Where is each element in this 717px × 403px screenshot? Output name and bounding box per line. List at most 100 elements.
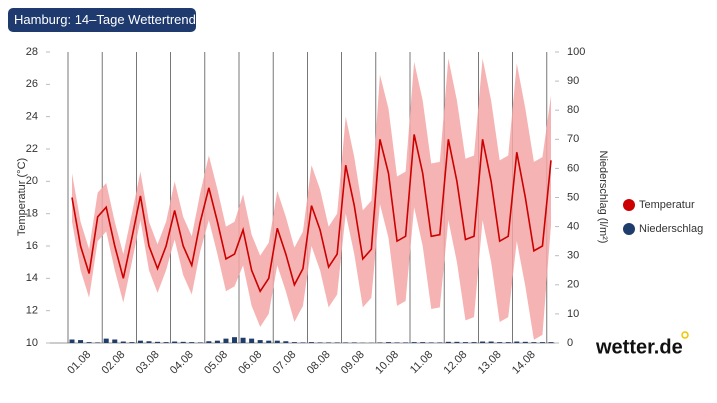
y2-tick-label: 0 bbox=[567, 337, 573, 349]
y-tick-label: 14 bbox=[26, 272, 38, 284]
temperature-line bbox=[71, 134, 552, 293]
precip-bar bbox=[317, 342, 323, 343]
y2-axis-label: Niederschlag (l/m²) bbox=[597, 151, 609, 244]
y2-tick-label: 50 bbox=[567, 191, 579, 203]
precip-bar bbox=[428, 342, 434, 343]
y-tick-label: 18 bbox=[26, 208, 38, 220]
precip-bar bbox=[539, 342, 545, 343]
y-tick-label: 28 bbox=[26, 46, 38, 58]
precip-bar bbox=[497, 342, 503, 343]
precip-bar bbox=[103, 338, 109, 343]
logo-dot bbox=[681, 331, 689, 339]
y2-tick-label: 80 bbox=[567, 104, 579, 116]
x-tick-label: 11.08 bbox=[408, 349, 435, 376]
y-tick-label: 20 bbox=[26, 175, 38, 187]
legend-marker bbox=[623, 199, 635, 211]
y2-tick-label: 40 bbox=[567, 221, 579, 233]
y-tick-label: 12 bbox=[26, 305, 38, 317]
precip-bar bbox=[437, 342, 443, 343]
precip-bar bbox=[445, 341, 451, 343]
y-tick-label: 26 bbox=[26, 78, 38, 90]
precip-bar bbox=[257, 340, 263, 343]
precip-bar bbox=[172, 341, 178, 343]
legend-marker bbox=[623, 223, 635, 235]
precip-bar bbox=[385, 342, 391, 343]
precip-bar bbox=[223, 338, 229, 343]
legend-label: Temperatur bbox=[639, 199, 695, 211]
precip-bar bbox=[249, 338, 255, 343]
y-tick-label: 22 bbox=[26, 143, 38, 155]
x-tick-label: 03.08 bbox=[134, 349, 162, 377]
x-tick-label: 01.08 bbox=[65, 349, 93, 377]
precip-bar bbox=[505, 342, 511, 343]
y2-tick-label: 20 bbox=[567, 279, 579, 291]
precip-bar bbox=[232, 337, 238, 343]
x-tick-label: 07.08 bbox=[271, 349, 299, 377]
precip-bar bbox=[326, 342, 332, 343]
y-tick-label: 24 bbox=[26, 111, 38, 123]
legend-label: Niederschlag bbox=[639, 223, 703, 235]
precip-bar bbox=[155, 341, 161, 343]
precip-bar bbox=[420, 342, 426, 343]
precip-bar bbox=[291, 342, 297, 343]
title-box bbox=[8, 8, 196, 32]
precip-bar bbox=[189, 342, 195, 343]
precip-bar bbox=[146, 341, 152, 343]
precip-bar bbox=[394, 342, 400, 343]
precip-bar bbox=[240, 337, 246, 343]
precip-bar bbox=[78, 340, 84, 343]
precip-bar bbox=[480, 341, 486, 343]
y2-tick-label: 70 bbox=[567, 133, 579, 145]
precip-bar bbox=[531, 342, 537, 343]
y2-tick-label: 30 bbox=[567, 250, 579, 262]
y-tick-label: 10 bbox=[26, 337, 38, 349]
precip-bar bbox=[86, 342, 92, 343]
precip-bar bbox=[163, 342, 169, 343]
y-tick-label: 16 bbox=[26, 240, 38, 252]
precip-bar bbox=[514, 341, 520, 343]
x-tick-label: 10.08 bbox=[373, 349, 401, 377]
precip-bar bbox=[351, 342, 357, 343]
x-tick-label: 05.08 bbox=[202, 349, 230, 377]
precip-bar bbox=[266, 340, 272, 343]
precip-bar bbox=[454, 341, 460, 343]
precip-bar bbox=[283, 341, 289, 343]
precip-bar bbox=[343, 342, 349, 343]
precip-bar bbox=[214, 340, 220, 343]
y2-tick-label: 100 bbox=[567, 46, 585, 58]
precip-bar bbox=[274, 340, 280, 343]
precip-bar bbox=[137, 340, 143, 343]
logo: wetter.de bbox=[595, 336, 683, 358]
precip-bar bbox=[403, 342, 409, 343]
precip-bar bbox=[180, 341, 186, 343]
precip-bar bbox=[95, 342, 101, 343]
x-tick-label: 04.08 bbox=[168, 349, 196, 377]
precip-bar bbox=[309, 342, 314, 343]
x-tick-label: 14.08 bbox=[510, 349, 538, 377]
x-tick-label: 06.08 bbox=[236, 349, 264, 377]
precip-bar bbox=[197, 342, 203, 343]
precip-bar bbox=[548, 342, 554, 343]
x-tick-label: 08.08 bbox=[305, 349, 333, 377]
precip-bar bbox=[129, 342, 135, 343]
temperature-band bbox=[72, 58, 551, 340]
precip-bar bbox=[522, 341, 528, 343]
precip-bar bbox=[334, 342, 340, 343]
precip-bar bbox=[471, 342, 477, 343]
precip-bar bbox=[112, 339, 118, 343]
x-tick-label: 13.08 bbox=[476, 349, 504, 377]
chart-title: Hamburg: 14–Tage Wettertrend bbox=[14, 12, 196, 27]
precip-bar bbox=[488, 341, 494, 343]
precip-bar bbox=[120, 341, 126, 343]
precip-bar bbox=[462, 342, 468, 343]
precip-bar bbox=[69, 339, 75, 343]
y2-tick-label: 10 bbox=[567, 308, 579, 320]
y2-tick-label: 90 bbox=[567, 75, 579, 87]
precip-bar bbox=[206, 341, 212, 343]
precip-bar bbox=[300, 342, 306, 343]
y2-tick-label: 60 bbox=[567, 162, 579, 174]
precip-bar bbox=[411, 342, 417, 343]
precip-bar bbox=[377, 342, 383, 343]
x-tick-label: 12.08 bbox=[442, 349, 470, 377]
